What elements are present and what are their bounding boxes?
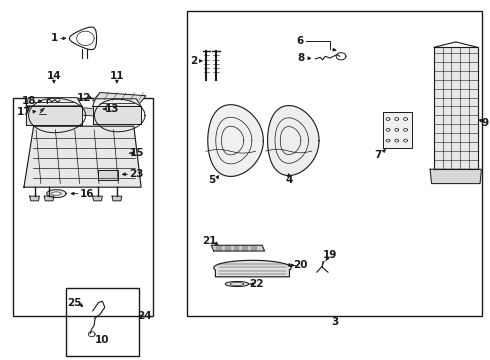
Bar — [98, 170, 118, 180]
Polygon shape — [93, 196, 102, 201]
Text: 19: 19 — [323, 250, 337, 260]
Polygon shape — [225, 282, 248, 287]
Text: 20: 20 — [293, 260, 307, 270]
Polygon shape — [26, 106, 82, 125]
Text: 15: 15 — [130, 148, 145, 158]
Text: 16: 16 — [79, 189, 94, 199]
Polygon shape — [208, 105, 263, 176]
Polygon shape — [211, 245, 265, 251]
Bar — [13, 98, 153, 316]
Polygon shape — [49, 106, 102, 116]
Text: 8: 8 — [297, 53, 304, 63]
Polygon shape — [47, 190, 66, 198]
Text: 9: 9 — [482, 118, 489, 128]
Polygon shape — [30, 196, 39, 201]
Text: 21: 21 — [202, 236, 217, 246]
Text: 18: 18 — [22, 96, 36, 106]
Text: 3: 3 — [331, 317, 339, 327]
Text: 11: 11 — [110, 71, 124, 81]
Polygon shape — [383, 112, 412, 148]
Text: 22: 22 — [249, 279, 264, 289]
Polygon shape — [24, 126, 141, 187]
Text: 6: 6 — [296, 36, 303, 46]
Polygon shape — [242, 246, 247, 250]
Text: 5: 5 — [209, 175, 216, 185]
Polygon shape — [44, 196, 54, 201]
Bar — [66, 288, 139, 356]
Polygon shape — [430, 169, 482, 184]
Polygon shape — [93, 93, 146, 105]
Polygon shape — [112, 196, 122, 201]
Text: 24: 24 — [137, 311, 152, 321]
Text: 1: 1 — [50, 33, 58, 43]
Polygon shape — [93, 107, 141, 125]
Polygon shape — [434, 47, 478, 169]
Polygon shape — [268, 105, 319, 176]
Polygon shape — [225, 246, 230, 250]
Text: 14: 14 — [47, 71, 61, 81]
Text: 17: 17 — [17, 107, 31, 117]
Polygon shape — [216, 246, 221, 250]
Polygon shape — [234, 246, 239, 250]
Polygon shape — [251, 246, 256, 250]
Text: 12: 12 — [77, 93, 92, 103]
Text: 4: 4 — [285, 175, 293, 185]
Text: 23: 23 — [129, 169, 144, 179]
Text: 10: 10 — [95, 334, 110, 345]
Polygon shape — [214, 260, 291, 277]
Text: 13: 13 — [105, 104, 119, 114]
Text: 25: 25 — [67, 298, 81, 308]
Polygon shape — [93, 99, 141, 107]
Text: 7: 7 — [375, 150, 382, 160]
Polygon shape — [26, 98, 82, 106]
Text: 2: 2 — [190, 56, 197, 66]
Bar — [187, 12, 483, 316]
